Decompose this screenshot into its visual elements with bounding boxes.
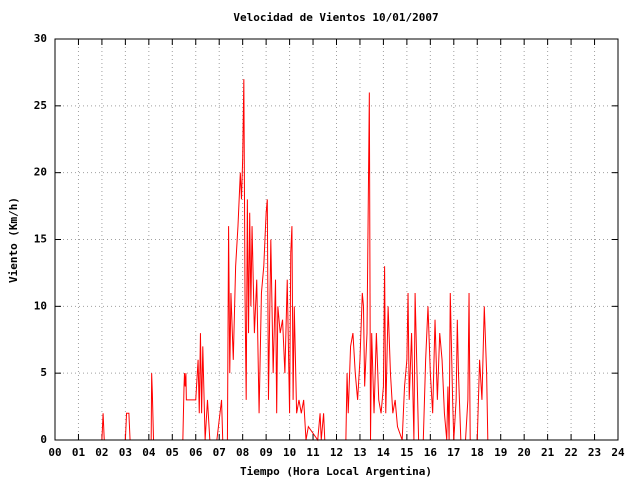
x-tick-label: 02 — [95, 446, 108, 459]
y-tick-label: 30 — [34, 32, 47, 45]
x-axis-label: Tiempo (Hora Local Argentina) — [240, 465, 432, 478]
x-tick-label: 11 — [306, 446, 320, 459]
x-tick-label: 14 — [377, 446, 391, 459]
x-tick-label: 16 — [424, 446, 438, 459]
x-tick-label: 09 — [260, 446, 273, 459]
x-tick-label: 20 — [518, 446, 531, 459]
x-tick-label: 13 — [353, 446, 366, 459]
y-tick-label: 25 — [34, 99, 47, 112]
x-tick-label: 12 — [330, 446, 343, 459]
y-tick-label: 10 — [34, 299, 47, 312]
y-tick-label: 15 — [34, 233, 47, 246]
x-tick-label: 21 — [541, 446, 555, 459]
plot-border — [54, 38, 619, 441]
y-tick-label: 5 — [40, 366, 47, 379]
y-tick-label: 20 — [34, 166, 47, 179]
x-tick-label: 17 — [447, 446, 460, 459]
x-tick-label: 24 — [611, 446, 625, 459]
y-tick-label: 0 — [40, 433, 47, 446]
x-tick-label: 01 — [72, 446, 86, 459]
chart-title: Velocidad de Vientos 10/01/2007 — [233, 11, 438, 24]
x-tick-label: 18 — [471, 446, 484, 459]
y-axis-label: Viento (Km/h) — [7, 197, 20, 283]
x-tick-label: 06 — [189, 446, 203, 459]
x-tick-label: 08 — [236, 446, 249, 459]
x-tick-label: 10 — [283, 446, 296, 459]
data-line — [55, 79, 489, 442]
x-tick-label: 03 — [119, 446, 132, 459]
x-tick-label: 07 — [213, 446, 226, 459]
x-tick-label: 15 — [400, 446, 413, 459]
x-tick-label: 19 — [494, 446, 507, 459]
x-tick-label: 04 — [142, 446, 156, 459]
x-tick-label: 22 — [564, 446, 577, 459]
x-tick-label: 23 — [588, 446, 601, 459]
x-tick-label: 05 — [166, 446, 179, 459]
x-tick-label: 00 — [48, 446, 61, 459]
